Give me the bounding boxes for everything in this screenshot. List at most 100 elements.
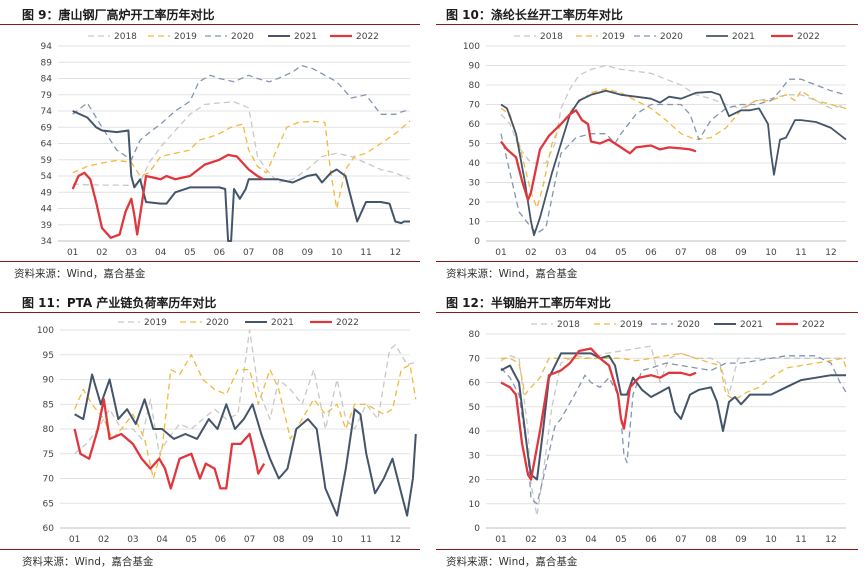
chart-panel-10: 图 10：涤纶长丝开工率历年对比 0 10 20 30 40 50 60 70 80 90 100 0…	[436, 0, 866, 290]
legend-label-2019: 2019	[602, 32, 625, 42]
y-tick-label: 80	[43, 425, 55, 435]
x-tick-label: 08	[272, 248, 284, 258]
y-tick-label: 70	[469, 354, 481, 364]
y-tick-label: 75	[43, 450, 54, 460]
x-tick-label: 06	[645, 535, 657, 545]
x-tick-label: 11	[795, 535, 806, 545]
y-tick-label: 100	[463, 42, 480, 52]
legend-label-2018: 2018	[114, 32, 137, 42]
legend-label-2022: 2022	[356, 32, 379, 42]
x-tick-label: 04	[156, 535, 168, 545]
y-tick-label: 100	[37, 326, 54, 336]
y-tick-label: 80	[469, 81, 481, 91]
x-tick-label: 02	[98, 535, 109, 545]
x-tick-label: 10	[331, 248, 343, 258]
source-rule	[0, 261, 420, 262]
y-tick-label: 49	[41, 188, 53, 198]
x-tick-label: 10	[765, 535, 777, 545]
y-tick-label: 40	[469, 427, 481, 437]
x-tick-label: 05	[615, 535, 626, 545]
source-rule	[0, 549, 420, 550]
source-rule	[436, 549, 858, 550]
series-line-2019	[74, 329, 416, 455]
y-tick-label: 65	[43, 499, 54, 509]
chart-panel-9: 图 9：唐山钢厂高炉开工率历年对比 34 39 44 49 54 59 64 69 74 79 84…	[0, 0, 420, 290]
title-rule	[436, 312, 858, 313]
x-tick-label: 01	[495, 535, 506, 545]
y-tick-label: 60	[469, 379, 481, 389]
series-line-2019	[501, 352, 847, 401]
legend-label-2022: 2022	[802, 320, 825, 330]
y-tick-label: 90	[43, 376, 55, 386]
title-rule	[0, 24, 420, 25]
y-tick-label: 95	[43, 351, 54, 361]
y-tick-label: 54	[41, 172, 53, 182]
legend-label-2021: 2021	[740, 320, 763, 330]
chart-title: 图 11：PTA 产业链负荷率历年对比	[22, 296, 217, 310]
legend-label-2018: 2018	[557, 320, 580, 330]
x-tick-label: 09	[735, 535, 747, 545]
x-tick-label: 12	[825, 248, 836, 258]
y-tick-label: 0	[474, 524, 480, 534]
x-tick-label: 07	[675, 248, 686, 258]
y-tick-label: 60	[469, 120, 481, 130]
legend-label-2019: 2019	[620, 320, 643, 330]
title-rule	[0, 312, 420, 313]
y-tick-label: 80	[469, 330, 481, 340]
chart-title: 图 10：涤纶长丝开工率历年对比	[446, 8, 623, 22]
chart-source: 资料来源：Wind，嘉合基金	[446, 556, 578, 568]
series-line-2022	[500, 109, 697, 202]
chart-source: 资料来源：Wind，嘉合基金	[22, 556, 154, 568]
x-tick-label: 03	[555, 248, 566, 258]
y-tick-label: 10	[469, 500, 481, 510]
x-tick-label: 11	[795, 248, 806, 258]
chart-canvas: 0 10 20 30 40 50 60 70 80 01 02 03 04 05 06 07 08 09 10 11 1…	[469, 320, 847, 545]
source-rule	[436, 261, 858, 262]
x-tick-label: 04	[155, 248, 167, 258]
y-tick-label: 30	[469, 451, 481, 461]
x-tick-label: 07	[675, 535, 686, 545]
y-tick-label: 94	[41, 42, 53, 52]
y-tick-label: 10	[469, 218, 481, 228]
y-tick-label: 59	[41, 156, 53, 166]
legend-label-2019: 2019	[144, 318, 167, 328]
y-tick-label: 20	[469, 476, 481, 486]
x-tick-label: 06	[215, 535, 227, 545]
x-tick-label: 02	[96, 248, 107, 258]
series-line-2021	[72, 110, 410, 242]
chart-canvas: 60 65 70 75 80 85 90 95 100 01 02 03 04 05 06 07 08 09 10 1…	[37, 318, 417, 545]
y-tick-label: 30	[469, 179, 481, 189]
x-tick-label: 10	[331, 535, 343, 545]
y-tick-label: 79	[41, 91, 53, 101]
series-line-2022	[500, 347, 697, 481]
y-tick-label: 69	[41, 123, 53, 133]
y-tick-label: 20	[469, 198, 481, 208]
chart-panel-12: 图 12：半钢胎开工率历年对比 0 10 20 30 40 50 60 70 80 01 02 03 0…	[436, 288, 866, 575]
legend-label-2019: 2019	[174, 32, 197, 42]
legend-label-2022: 2022	[797, 32, 820, 42]
y-tick-label: 90	[469, 62, 481, 72]
y-tick-label: 50	[469, 403, 481, 413]
y-tick-label: 70	[469, 101, 481, 111]
y-tick-label: 84	[41, 75, 53, 85]
y-tick-label: 40	[469, 159, 481, 169]
chart-panel-11: 图 11：PTA 产业链负荷率历年对比 60 65 70 75 80 85 90 95 100 0…	[0, 288, 420, 575]
x-tick-label: 08	[273, 535, 285, 545]
legend-label-2020: 2020	[677, 320, 700, 330]
series-line-2021	[500, 89, 847, 237]
series-line-2020	[72, 64, 410, 161]
series-line-2020	[500, 78, 847, 234]
x-tick-label: 03	[127, 535, 138, 545]
series-line-2020	[74, 354, 417, 480]
x-tick-label: 11	[361, 535, 372, 545]
series-line-2022	[73, 398, 266, 490]
x-tick-label: 02	[525, 248, 536, 258]
series-line-2022	[71, 153, 264, 239]
y-tick-label: 70	[43, 475, 55, 485]
x-tick-label: 08	[705, 535, 717, 545]
legend-label-2022: 2022	[336, 318, 359, 328]
x-tick-label: 01	[67, 248, 78, 258]
y-tick-label: 60	[43, 524, 55, 534]
x-tick-label: 01	[69, 535, 80, 545]
y-tick-label: 89	[41, 58, 53, 68]
